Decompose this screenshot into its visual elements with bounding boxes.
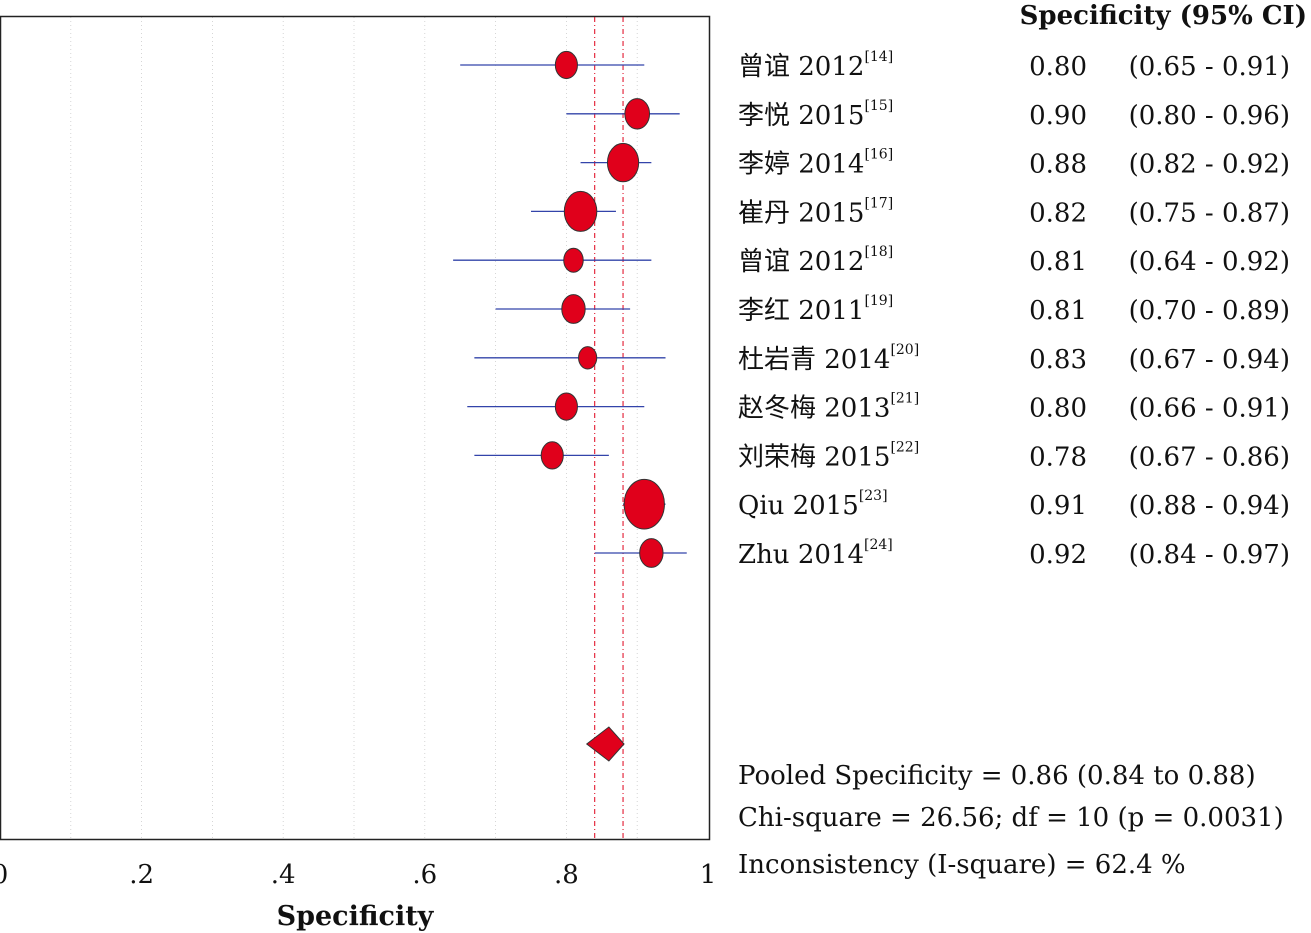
study-markers — [540, 50, 665, 568]
study-marker — [563, 190, 598, 232]
study-estimate-label: 0.80 — [1029, 394, 1087, 424]
study-label: 杜岩青 2014[20] — [738, 342, 919, 375]
study-estimate-label: 0.78 — [1029, 442, 1087, 472]
study-ci-label: (0.88 - 0.94) — [1129, 491, 1290, 521]
study-ci-label: (0.66 - 0.91) — [1129, 394, 1290, 424]
x-tick-label: .2 — [129, 860, 154, 890]
pooled-diamond — [585, 726, 625, 762]
column-header: Specificity (95% CI) — [1020, 1, 1307, 31]
study-ci-label: (0.84 - 0.97) — [1129, 540, 1290, 570]
study-ci-label: (0.80 - 0.96) — [1129, 101, 1290, 131]
study-label: 李红 2011[19] — [738, 293, 893, 326]
study-ref: [14] — [864, 49, 893, 65]
study-label: 李婷 2014[16] — [738, 147, 893, 180]
study-estimate-label: 0.80 — [1029, 52, 1087, 82]
study-marker — [561, 294, 586, 324]
study-name: 曾谊 2012 — [738, 52, 864, 82]
summary-statistic: Pooled Specificity = 0.86 (0.84 to 0.88) — [738, 761, 1256, 791]
study-name: Zhu 2014 — [738, 540, 864, 570]
study-label: 崔丹 2015[17] — [738, 195, 893, 228]
pooled-ci-reference-lines — [594, 17, 624, 839]
study-values: 0.80 (0.65 - 0.91) 0.90 (0.80 - 0.96) 0.88 (0… — [1029, 52, 1290, 570]
study-name: 李悦 2015 — [738, 101, 864, 131]
study-ref: [20] — [890, 342, 919, 358]
study-label: Qiu 2015[23] — [738, 488, 888, 521]
study-ref: [24] — [864, 537, 893, 553]
x-tick-label: 1 — [700, 860, 717, 890]
study-ci-label: (0.65 - 0.91) — [1129, 52, 1290, 82]
study-ci-label: (0.67 - 0.94) — [1129, 345, 1290, 375]
study-estimate-label: 0.91 — [1029, 491, 1087, 521]
study-ci-label: (0.64 - 0.92) — [1129, 247, 1290, 277]
study-ci-label: (0.75 - 0.87) — [1129, 198, 1290, 228]
study-marker — [540, 441, 564, 470]
study-marker — [639, 538, 664, 568]
summary-statistics: Pooled Specificity = 0.86 (0.84 to 0.88)… — [738, 761, 1284, 880]
study-ci-label: (0.67 - 0.86) — [1129, 442, 1290, 472]
study-name: Qiu 2015 — [738, 491, 859, 521]
x-tick-label: .8 — [554, 860, 579, 890]
study-name: 李红 2011 — [738, 296, 864, 326]
study-name: 李婷 2014 — [738, 150, 864, 180]
study-label: 刘荣梅 2015[22] — [738, 439, 919, 472]
study-name: 刘荣梅 2015 — [738, 442, 890, 472]
study-ref: [23] — [859, 488, 888, 504]
study-estimate-label: 0.82 — [1029, 198, 1087, 228]
study-ci-label: (0.70 - 0.89) — [1129, 296, 1290, 326]
study-estimate-label: 0.81 — [1029, 247, 1087, 277]
study-name: 杜岩青 2014 — [738, 345, 890, 375]
study-estimate-label: 0.90 — [1029, 101, 1087, 131]
study-ref: [16] — [864, 147, 893, 163]
study-marker — [578, 346, 598, 370]
study-estimate-label: 0.88 — [1029, 150, 1087, 180]
study-ref: [18] — [864, 244, 893, 260]
study-ref: [21] — [890, 391, 919, 407]
x-axis-ticks: 0 .2 .4 .6 .8 1 — [0, 860, 716, 890]
study-label: 曾谊 2012[14] — [738, 49, 893, 82]
summary-statistic: Chi-square = 26.56; df = 10 (p = 0.0031) — [738, 803, 1284, 833]
study-estimate-label: 0.92 — [1029, 540, 1087, 570]
x-tick-label: .6 — [412, 860, 437, 890]
study-label: 曾谊 2012[18] — [738, 244, 893, 277]
x-tick-label: 0 — [0, 860, 8, 890]
pooled-estimate — [585, 726, 625, 762]
study-ref: [19] — [864, 293, 893, 309]
study-label: 赵冬梅 2013[21] — [738, 391, 919, 424]
study-label: 李悦 2015[15] — [738, 98, 893, 131]
study-estimate-label: 0.81 — [1029, 296, 1087, 326]
study-name: 曾谊 2012 — [738, 247, 864, 277]
study-name: 崔丹 2015 — [738, 198, 864, 228]
study-label: Zhu 2014[24] — [738, 537, 893, 570]
x-tick-label: .4 — [271, 860, 296, 890]
study-labels: 曾谊 2012[14]李悦 2015[15]李婷 2014[16]崔丹 2015… — [738, 49, 919, 570]
study-marker — [606, 142, 640, 183]
study-ref: [15] — [864, 98, 893, 114]
summary-statistic: Inconsistency (I-square) = 62.4 % — [738, 850, 1186, 880]
study-marker — [623, 478, 665, 530]
study-marker — [563, 247, 584, 273]
x-axis-title: Specificity — [277, 901, 435, 932]
grid-lines — [70, 17, 638, 839]
study-name: 赵冬梅 2013 — [738, 394, 890, 424]
study-estimate-label: 0.83 — [1029, 345, 1087, 375]
plot-frame — [0, 15, 711, 841]
study-marker — [554, 50, 578, 80]
study-marker — [554, 392, 578, 421]
study-marker — [624, 98, 651, 130]
study-ci-label: (0.82 - 0.92) — [1129, 150, 1290, 180]
study-ref: [17] — [864, 195, 893, 211]
study-ref: [22] — [890, 439, 919, 455]
